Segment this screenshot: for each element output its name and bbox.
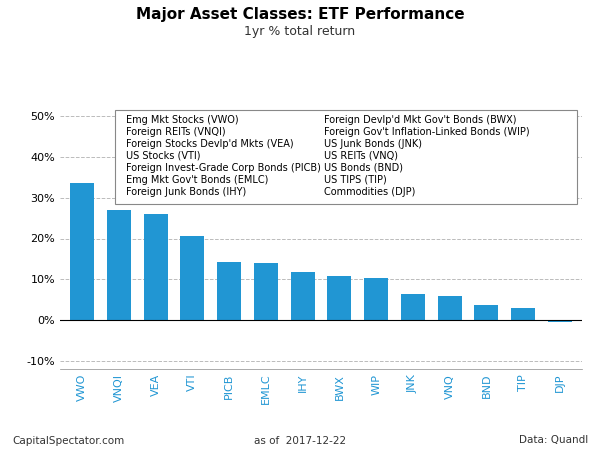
Bar: [511, 308, 535, 320]
Text: US TIPS (TIP): US TIPS (TIP): [324, 175, 386, 185]
Text: Data: Quandl: Data: Quandl: [519, 436, 588, 446]
Bar: [438, 296, 461, 320]
Bar: [364, 279, 388, 320]
Bar: [107, 210, 131, 320]
Text: US Junk Bonds (JNK): US Junk Bonds (JNK): [324, 139, 422, 149]
Text: Foreign Gov't Inflation-Linked Bonds (WIP): Foreign Gov't Inflation-Linked Bonds (WI…: [324, 127, 530, 137]
Text: as of  2017-12-22: as of 2017-12-22: [254, 436, 346, 446]
Bar: [401, 293, 425, 320]
Text: Major Asset Classes: ETF Performance: Major Asset Classes: ETF Performance: [136, 7, 464, 22]
Bar: [475, 305, 499, 320]
Text: 1yr % total return: 1yr % total return: [244, 25, 356, 38]
Bar: [70, 184, 94, 320]
Text: Emg Mkt Stocks (VWO): Emg Mkt Stocks (VWO): [125, 115, 238, 125]
Bar: [548, 320, 572, 322]
Text: US REITs (VNQ): US REITs (VNQ): [324, 151, 398, 161]
Text: Foreign REITs (VNQI): Foreign REITs (VNQI): [125, 127, 225, 137]
Bar: [143, 214, 167, 320]
Bar: [254, 263, 278, 320]
Text: Foreign Devlp'd Mkt Gov't Bonds (BWX): Foreign Devlp'd Mkt Gov't Bonds (BWX): [324, 115, 517, 125]
Bar: [328, 275, 352, 320]
Text: US Stocks (VTI): US Stocks (VTI): [125, 151, 200, 161]
Bar: [290, 272, 314, 320]
Text: Emg Mkt Gov't Bonds (EMLC): Emg Mkt Gov't Bonds (EMLC): [125, 175, 268, 185]
Text: Commodities (DJP): Commodities (DJP): [324, 187, 415, 197]
Text: Foreign Junk Bonds (IHY): Foreign Junk Bonds (IHY): [125, 187, 246, 197]
Bar: [181, 236, 204, 320]
Bar: [217, 262, 241, 320]
Text: Foreign Invest-Grade Corp Bonds (PICB): Foreign Invest-Grade Corp Bonds (PICB): [125, 163, 320, 173]
Text: Foreign Stocks Devlp'd Mkts (VEA): Foreign Stocks Devlp'd Mkts (VEA): [125, 139, 293, 149]
Text: US Bonds (BND): US Bonds (BND): [324, 163, 403, 173]
FancyBboxPatch shape: [115, 110, 577, 204]
Text: CapitalSpectator.com: CapitalSpectator.com: [12, 436, 124, 446]
